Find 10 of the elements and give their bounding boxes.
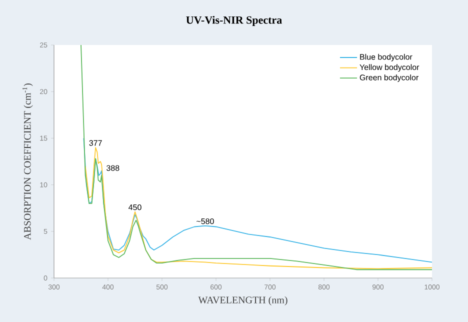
annotation: ~580 — [196, 218, 214, 224]
annotation: 450 — [128, 204, 142, 210]
legend-label: Green bodycolor — [360, 74, 418, 82]
y-axis-title: ABSORPTION COEFFICIENT (cm$^{-1}$) — [22, 84, 33, 240]
annotation: 388 — [106, 165, 120, 171]
legend-label: Yellow bodycolor — [360, 64, 420, 72]
chart-title: UV-Vis-NIR Spectra — [186, 16, 282, 26]
x-axis-title: WAVELENGTH (nm) — [198, 296, 288, 306]
annotation: 377 — [89, 140, 102, 146]
legend-label: Blue bodycolor — [360, 54, 412, 62]
